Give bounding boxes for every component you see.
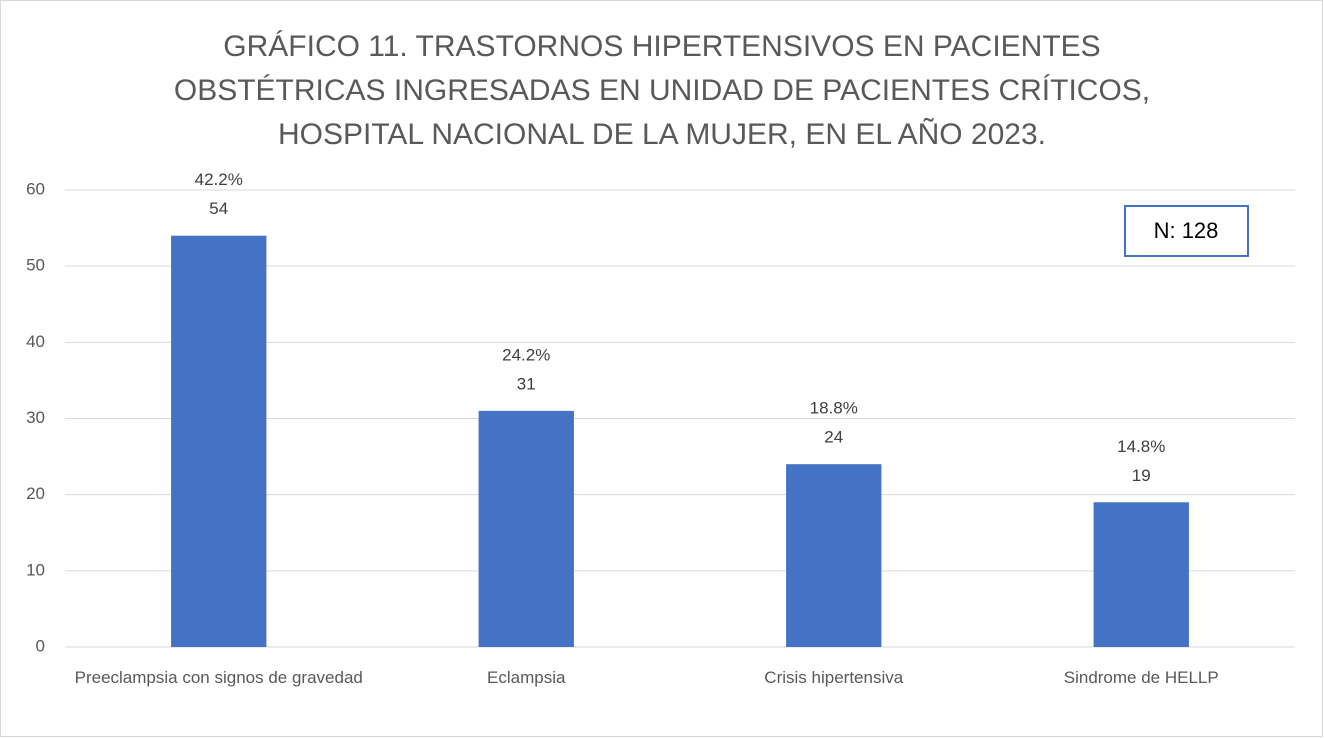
x-tick-label: Eclampsia — [487, 668, 566, 687]
data-label: 19 — [1132, 466, 1151, 485]
y-tick-label: 50 — [26, 256, 45, 275]
chart-title: OBSTÉTRICAS INGRESADAS EN UNIDAD DE PACI… — [174, 74, 1150, 107]
y-tick-label: 20 — [26, 484, 45, 503]
chart-title: GRÁFICO 11. TRASTORNOS HIPERTENSIVOS EN … — [223, 30, 1100, 63]
data-label: 54 — [209, 199, 228, 218]
y-tick-label: 60 — [26, 179, 45, 198]
bar — [786, 464, 882, 647]
annotation: N: 128 — [1154, 218, 1219, 243]
chart-title: HOSPITAL NACIONAL DE LA MUJER, EN EL AÑO… — [278, 117, 1046, 151]
y-tick-label: 10 — [26, 560, 45, 579]
x-tick-label: Sindrome de HELLP — [1063, 668, 1219, 687]
data-label: 31 — [517, 374, 536, 393]
share-label: 24.2% — [502, 345, 550, 364]
x-tick-label: Crisis hipertensiva — [764, 668, 904, 687]
share-label: 42.2% — [195, 170, 243, 189]
y-tick-label: 0 — [36, 636, 45, 655]
bar — [1093, 502, 1189, 647]
x-tick-label: Preeclampsia con signos de gravedad — [74, 668, 363, 687]
y-tick-label: 30 — [26, 408, 45, 427]
share-label: 14.8% — [1117, 437, 1165, 456]
data-label: 24 — [824, 428, 843, 447]
bar — [478, 410, 574, 647]
y-tick-label: 40 — [26, 332, 45, 351]
bar — [171, 235, 267, 647]
annotation-box — [1124, 205, 1249, 257]
share-label: 18.8% — [810, 399, 858, 418]
